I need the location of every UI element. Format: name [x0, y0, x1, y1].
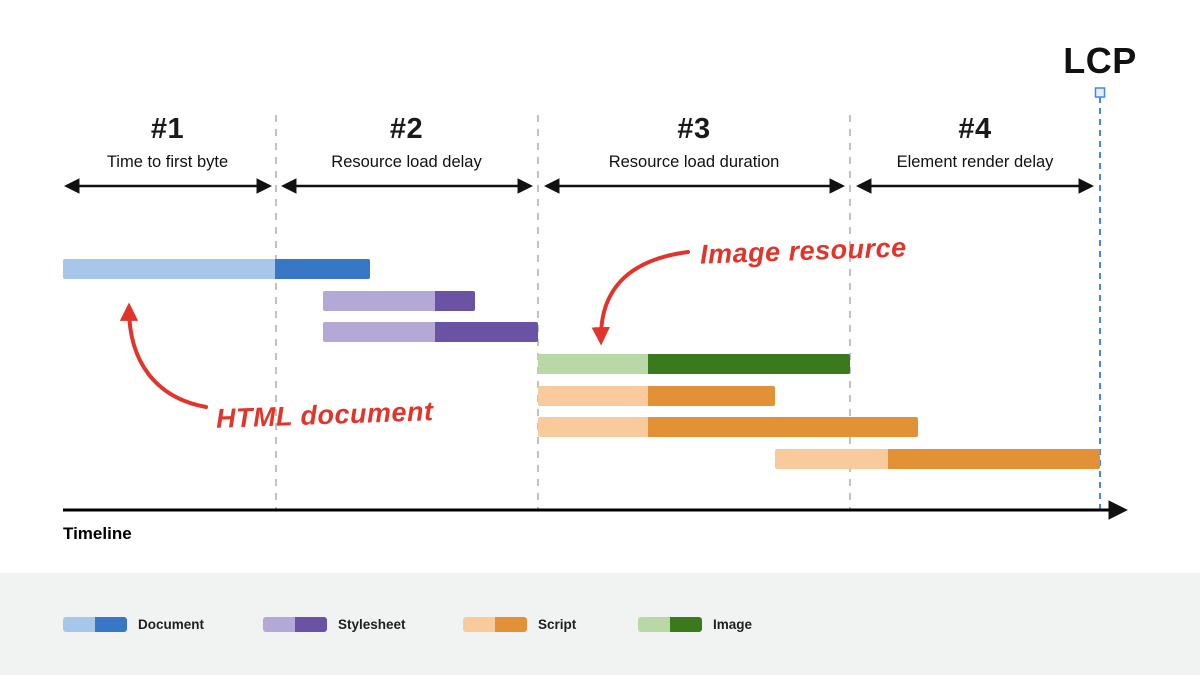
document-bar	[63, 259, 370, 279]
script-bar-segment	[538, 386, 648, 406]
phase-2-header: #2 Resource load delay	[280, 113, 533, 172]
legend-label-image: Image	[713, 616, 753, 632]
phase-4-number: #4	[958, 113, 992, 145]
image-bar-segment	[648, 354, 850, 374]
phase-3-number: #3	[677, 113, 711, 145]
timeline-label: Timeline	[63, 524, 132, 543]
legend-label-script: Script	[538, 616, 577, 632]
script-swatch-dark	[495, 616, 527, 632]
phase-3-header: #3 Resource load duration	[543, 113, 845, 172]
image-bar	[538, 354, 850, 374]
script-bar-segment	[648, 417, 918, 437]
document-swatch-light	[63, 616, 95, 632]
image-swatch-dark	[670, 616, 702, 632]
script-bar-segment	[538, 417, 648, 437]
phase-4-label: Element render delay	[896, 153, 1054, 171]
legend-label-stylesheet: Stylesheet	[338, 616, 406, 632]
image-swatch-icon	[638, 616, 702, 632]
legend-item-document: Document	[63, 573, 204, 675]
document-bar-segment	[275, 259, 370, 279]
script-bar-segment	[775, 449, 888, 469]
document-bar-segment	[63, 259, 275, 279]
script-swatch-light	[463, 616, 495, 632]
legend-strip: Document Stylesheet Script Image	[0, 573, 1200, 675]
stylesheet-bar	[323, 291, 475, 311]
phase-2-number: #2	[389, 113, 424, 145]
phase-1-label: Time to first byte	[106, 153, 229, 171]
stylesheet-bar-segment	[435, 322, 538, 342]
stylesheet-swatch-dark	[295, 616, 327, 632]
phase-1-number: #1	[150, 113, 185, 145]
script-bar	[538, 386, 775, 406]
phase-1-header: #1 Time to first byte	[63, 113, 272, 172]
stylesheet-bar-segment	[323, 291, 435, 311]
script-bar-segment	[648, 386, 775, 406]
image-swatch-light	[638, 616, 670, 632]
legend-item-stylesheet: Stylesheet	[263, 573, 406, 675]
phase-2-label: Resource load delay	[331, 153, 482, 171]
script-bar	[775, 449, 1100, 469]
script-swatch-icon	[463, 616, 527, 632]
legend-label-document: Document	[138, 616, 205, 632]
phase-4-header: #4 Element render delay	[855, 113, 1095, 172]
document-swatch-dark	[95, 616, 127, 632]
stylesheet-swatch-light	[263, 616, 295, 632]
stylesheet-swatch-icon	[263, 616, 327, 632]
phase-3-label: Resource load duration	[608, 153, 780, 171]
script-bar-segment	[888, 449, 1100, 469]
legend-item-image: Image	[638, 573, 752, 675]
document-swatch-icon	[63, 616, 127, 632]
image-bar-segment	[538, 354, 648, 374]
stylesheet-bar	[323, 322, 538, 342]
stylesheet-bar-segment	[323, 322, 435, 342]
legend-item-script: Script	[463, 573, 576, 675]
script-bar	[538, 417, 918, 437]
stylesheet-bar-segment	[435, 291, 475, 311]
lcp-label: LCP	[1063, 40, 1137, 81]
